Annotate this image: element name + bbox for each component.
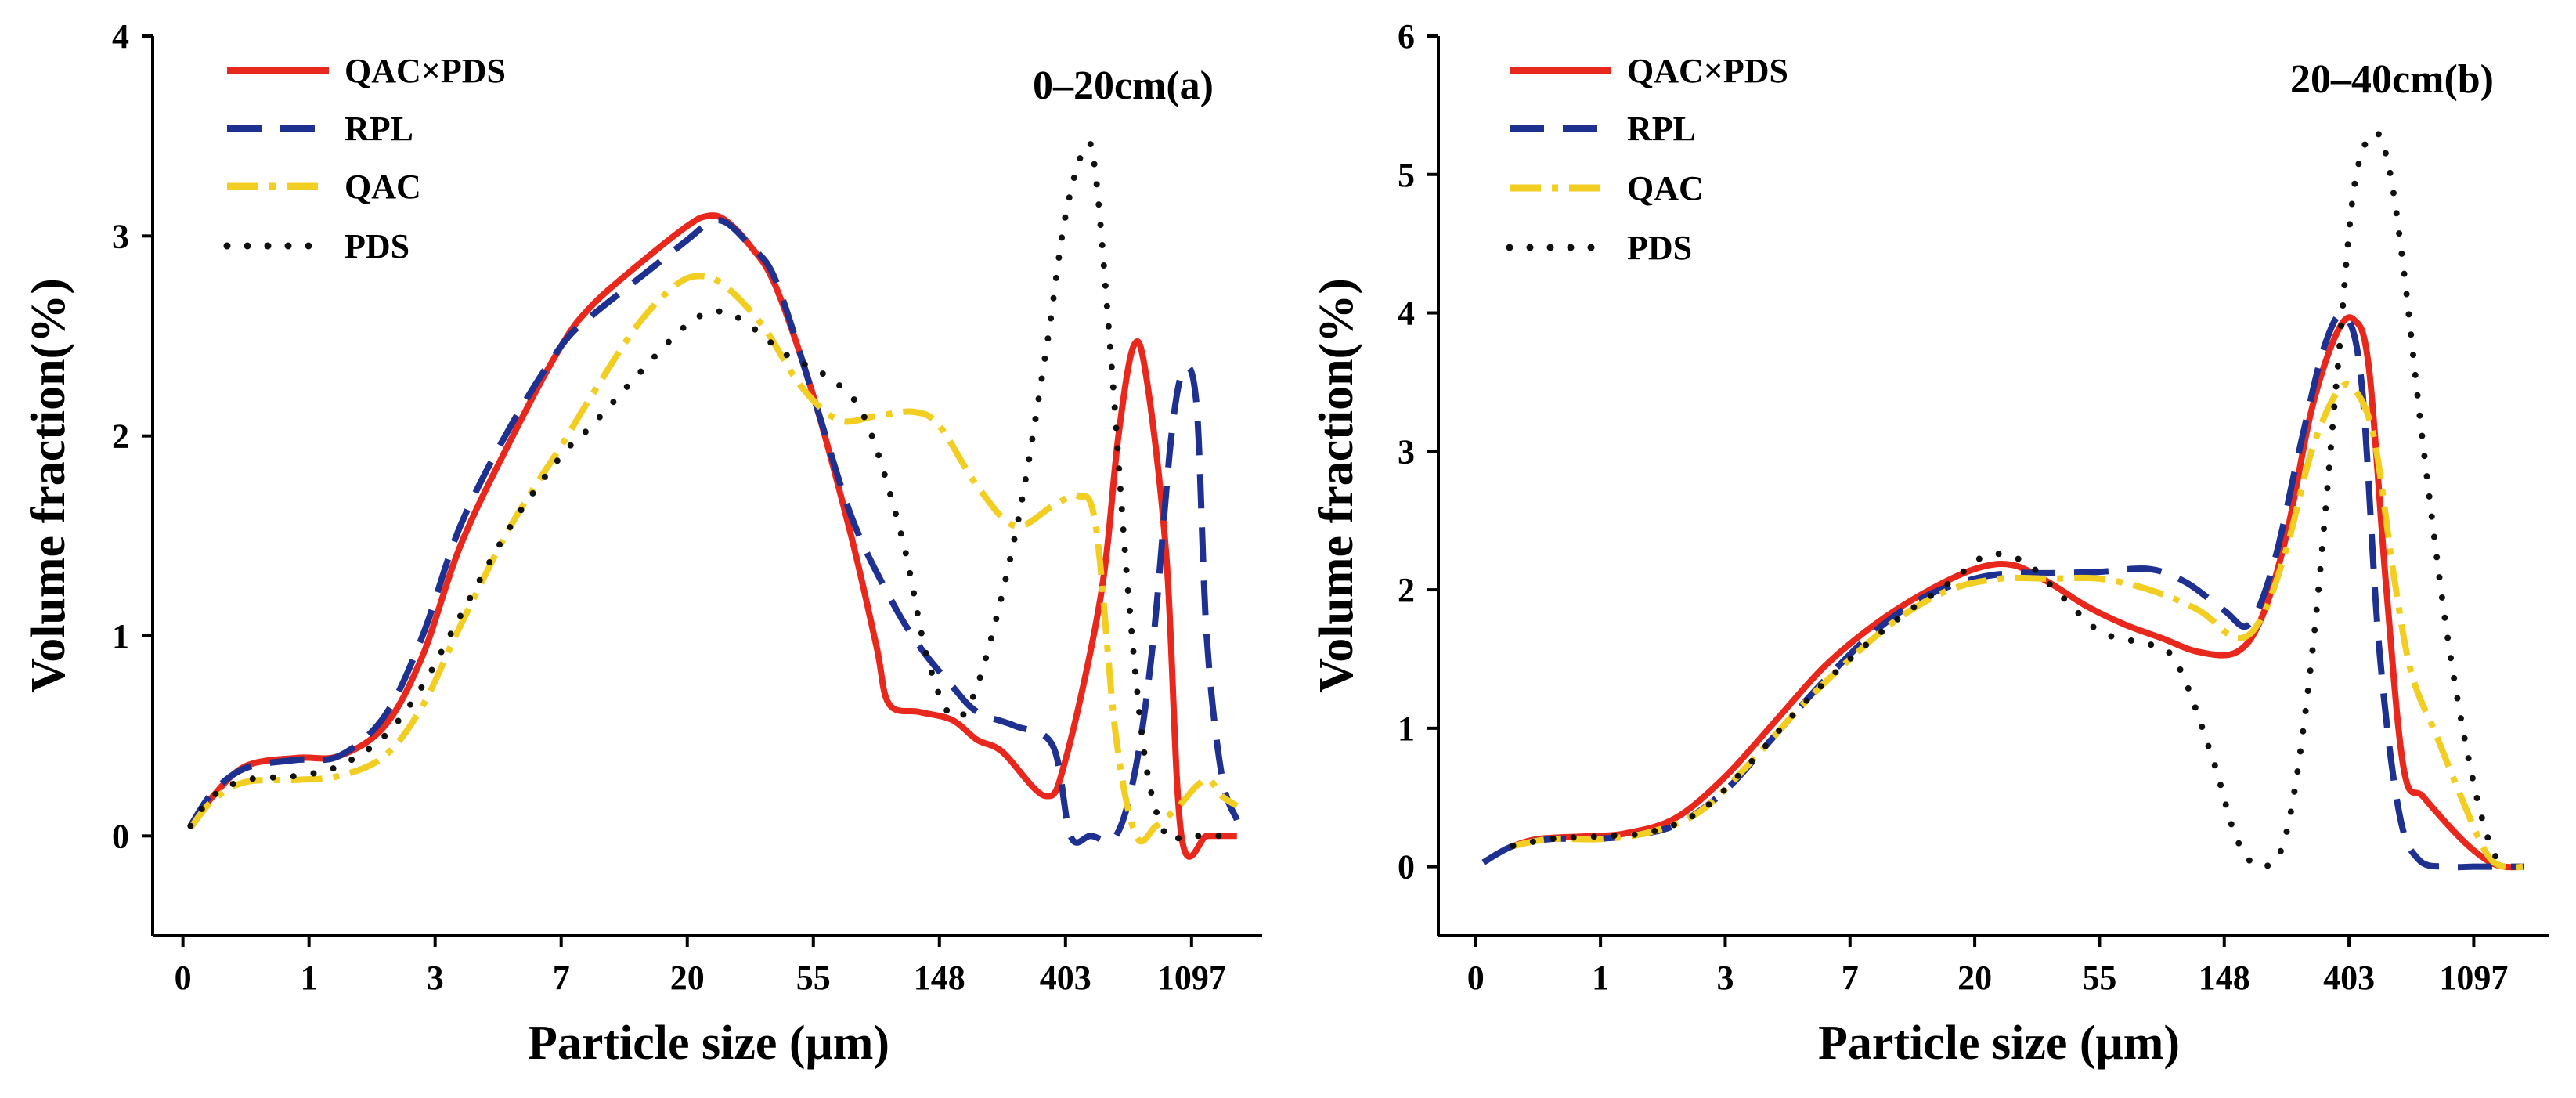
panel-a-title: 0–20cm(a) <box>1033 63 1214 108</box>
panel-a-y-axis-title: Volume fraction(%) <box>22 278 75 693</box>
panel-b-y-ticks: 0 1 2 3 4 5 6 <box>1398 17 1438 887</box>
panel-b-x-tick-label: 1097 <box>2439 959 2508 997</box>
panel-a-y-ticks: 0 1 2 3 4 <box>112 17 153 855</box>
panel-b-x-tick-label: 55 <box>2082 959 2116 997</box>
panel-b-y-tick-label: 2 <box>1398 571 1415 609</box>
panel-b-title: 20–40cm(b) <box>2290 57 2494 102</box>
panel-a-x-tick-label: 1097 <box>1157 959 1226 997</box>
panel-a-x-tick-label: 20 <box>670 959 705 997</box>
panel-a-legend-label: QAC <box>345 168 421 206</box>
panel-b-legend-label: RPL <box>1627 110 1696 148</box>
panel-a-y-tick-label: 2 <box>112 417 129 456</box>
panel-b-x-tick-label: 1 <box>1592 959 1609 997</box>
panel-b-x-tick-label: 0 <box>1467 959 1485 997</box>
panel-a-x-tick-label: 3 <box>427 959 444 997</box>
panel-a-legend-item-pds: PDS <box>223 227 409 265</box>
panel-a-legend-label: RPL <box>345 110 413 148</box>
panel-a-x-tick-label: 7 <box>553 959 570 997</box>
panel-b-x-ticks: 0 1 3 7 20 55 148 403 1097 <box>1467 936 2508 997</box>
panel-a: 0 1 2 3 4 0 1 3 7 20 55 148 403 1097 0–20cm(a) Parti… <box>22 17 1262 1070</box>
panel-b-x-tick-label: 403 <box>2323 959 2375 997</box>
panel-b-x-tick-label: 20 <box>1957 959 1992 997</box>
panel-b-x-tick-label: 7 <box>1842 959 1859 997</box>
panel-b-y-tick-label: 0 <box>1398 848 1415 887</box>
panel-b-legend-label: PDS <box>1627 229 1692 267</box>
panel-b-y-tick-label: 1 <box>1398 710 1415 748</box>
panel-b-series-rpl <box>1481 311 2524 871</box>
panel-a-x-axis-title: Particle size (μm) <box>528 1017 889 1070</box>
panel-a-legend-item-qac: QAC <box>227 168 421 206</box>
panel-a-y-tick-label: 0 <box>112 817 129 855</box>
panel-b-legend-label: QAC <box>1627 169 1704 208</box>
panel-b-series-qac <box>1512 381 2524 871</box>
panel-a-x-tick-label: 55 <box>796 959 831 997</box>
panel-b-legend: QAC×PDS RPL QAC PDS <box>1506 52 1788 267</box>
panel-b-x-tick-label: 3 <box>1716 959 1734 997</box>
panel-a-series-rpl <box>187 217 1240 846</box>
panel-a-x-tick-label: 0 <box>175 959 192 997</box>
panel-b-y-axis-title: Volume fraction(%) <box>1310 278 1363 693</box>
panel-a-series-qac-pds <box>188 212 1237 860</box>
panel-b-x-tick-label: 148 <box>2199 959 2250 997</box>
panel-b-legend-item-qac-pds: QAC×PDS <box>1510 52 1788 90</box>
panel-b-y-tick-label: 6 <box>1398 17 1415 56</box>
panel-a-x-tick-label: 148 <box>914 959 965 997</box>
panel-b-legend-item-qac: QAC <box>1510 169 1704 208</box>
panel-a-y-tick-label: 3 <box>112 217 129 255</box>
panel-a-y-tick-label: 1 <box>112 617 129 656</box>
panel-b-series <box>1481 129 2524 871</box>
panel-a-legend-label: QAC×PDS <box>345 52 506 90</box>
panel-a-series <box>187 139 1240 860</box>
panel-a-legend: QAC×PDS RPL QAC PDS <box>223 52 506 265</box>
panel-b-series-qac-pds <box>1512 314 2524 871</box>
panel-a-legend-label: PDS <box>345 227 409 265</box>
panel-b-x-axis-title: Particle size (μm) <box>1818 1017 2180 1070</box>
panel-a-x-ticks: 0 1 3 7 20 55 148 403 1097 <box>175 936 1226 997</box>
panel-b-legend-label: QAC×PDS <box>1627 52 1788 90</box>
panel-a-legend-item-rpl: RPL <box>227 110 413 148</box>
panel-b-y-tick-label: 3 <box>1398 432 1415 471</box>
panel-b-legend-item-rpl: RPL <box>1510 110 1696 148</box>
panel-a-x-tick-label: 1 <box>301 959 318 997</box>
panel-a-series-qac <box>188 273 1239 845</box>
panel-a-x-tick-label: 403 <box>1040 959 1091 997</box>
panel-a-y-tick-label: 4 <box>112 17 129 56</box>
panel-b-legend-item-pds: PDS <box>1506 229 1692 267</box>
panel-b: 0 1 2 3 4 5 6 0 1 3 7 20 55 148 403 1097 20–40cm(b) Pa… <box>1310 17 2549 1070</box>
panel-b-y-tick-label: 5 <box>1398 156 1415 194</box>
panel-a-legend-item-qac-pds: QAC×PDS <box>227 52 506 90</box>
panel-b-y-tick-label: 4 <box>1398 294 1415 333</box>
